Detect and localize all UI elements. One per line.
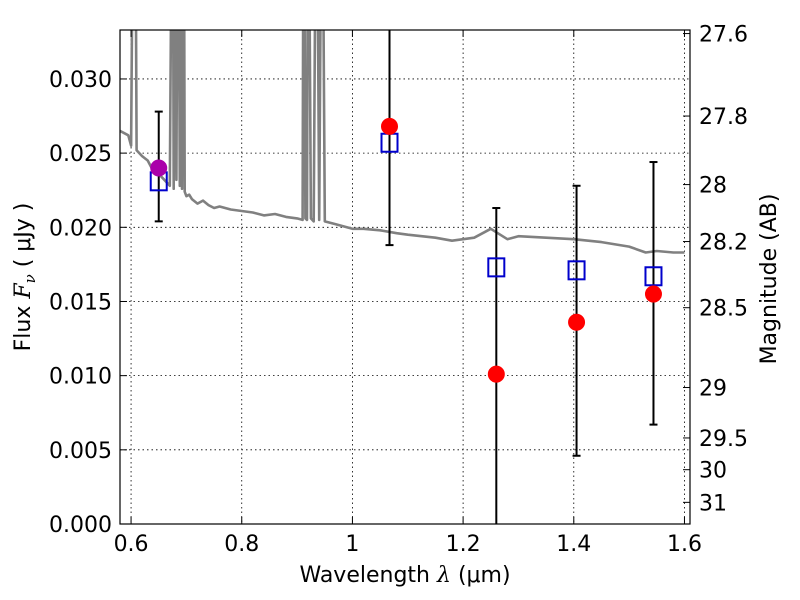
y-axis-ticks: 0.000 0.005 0.010 0.015 0.020 0.025 0.030 xyxy=(49,68,127,538)
grid xyxy=(120,30,690,525)
model-square-marker xyxy=(567,260,586,281)
observed-circle-marker xyxy=(644,285,662,303)
y2-tick-label: 29.5 xyxy=(699,427,748,452)
x-axis-label: Wavelength λ (μm) xyxy=(299,563,510,588)
y-tick-label: 0.015 xyxy=(49,290,112,315)
sed-line xyxy=(120,30,685,254)
y2-tick-label: 27.8 xyxy=(699,105,748,130)
y2-tick-label: 28.2 xyxy=(699,231,748,256)
y2-axis-ticks: 27.6 27.8 28 28.2 28.5 29 29.5 30 31 xyxy=(683,23,748,516)
y2-tick-label: 27.6 xyxy=(699,23,748,48)
sed-line-layer xyxy=(120,30,685,254)
y-tick-label: 0.005 xyxy=(49,439,112,464)
model-square-marker xyxy=(644,266,663,287)
observed-circle-marker xyxy=(487,365,505,383)
y-tick-label: 0.030 xyxy=(49,68,112,93)
y-tick-label: 0.025 xyxy=(49,142,112,167)
x-tick-label: 1.4 xyxy=(556,532,591,557)
observed-circle-marker xyxy=(568,313,586,331)
y-tick-label: 0.000 xyxy=(49,513,112,538)
y2-axis-label: Magnitude (AB) xyxy=(757,194,782,365)
y2-tick-label: 31 xyxy=(699,491,727,516)
x-tick-label: 1 xyxy=(345,532,359,557)
y-tick-label: 0.020 xyxy=(49,216,112,241)
plot-frame xyxy=(119,29,691,525)
observed-circle-marker xyxy=(150,159,168,177)
y-tick-label: 0.010 xyxy=(49,365,112,390)
y-axis-label: Flux Fν ( μJy ) xyxy=(11,203,39,352)
y2-tick-label: 28 xyxy=(699,174,727,199)
y2-tick-label: 30 xyxy=(699,459,727,484)
y2-tick-label: 28.5 xyxy=(699,297,748,322)
observed-circle-marker xyxy=(381,117,399,135)
x-tick-label: 0.8 xyxy=(224,532,259,557)
y2-tick-label: 29 xyxy=(699,377,727,402)
x-tick-label: 1.2 xyxy=(446,532,481,557)
marker-layer xyxy=(149,117,663,383)
x-tick-label: 0.6 xyxy=(114,532,149,557)
x-axis-ticks: 0.6 0.8 1 1.2 1.4 1.6 xyxy=(114,30,702,557)
model-square-marker xyxy=(487,257,506,278)
x-tick-label: 1.6 xyxy=(667,532,702,557)
